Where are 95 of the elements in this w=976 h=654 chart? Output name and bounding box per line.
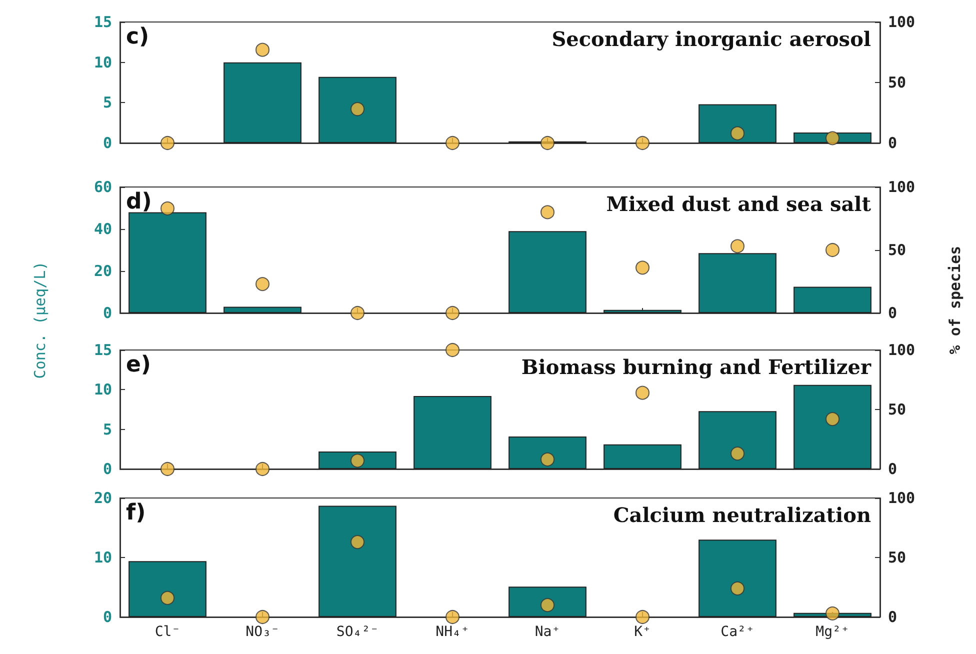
bar	[698, 540, 776, 617]
point	[540, 205, 554, 220]
bar	[128, 212, 206, 313]
bar	[318, 506, 396, 617]
point	[446, 343, 460, 357]
x-tick-label: NH₄⁺	[436, 624, 470, 640]
point	[826, 606, 840, 620]
bar	[794, 286, 872, 313]
point	[826, 131, 840, 146]
bar	[224, 62, 302, 143]
y2-tick-label: 100	[888, 13, 916, 31]
x-tick-label: K⁺	[634, 624, 651, 640]
chart-title: Secondary inorganic aerosol	[552, 27, 872, 51]
point	[826, 243, 840, 257]
point	[730, 239, 744, 254]
annotation: d)	[126, 190, 152, 214]
point	[160, 590, 174, 605]
point	[636, 386, 650, 400]
bar	[414, 396, 492, 469]
point	[636, 260, 650, 275]
point	[730, 581, 744, 596]
point	[540, 598, 554, 612]
bar	[794, 384, 872, 469]
y-tick-label: 0	[102, 608, 112, 626]
point	[160, 136, 174, 150]
y2-tick-label: 100	[888, 341, 916, 359]
x-tick-label: NO₃⁻	[246, 624, 280, 640]
point	[826, 412, 840, 426]
point	[446, 610, 460, 624]
y2-axis-title: % of species	[946, 246, 964, 354]
point	[160, 201, 174, 216]
point	[350, 102, 364, 116]
y-tick-label: 5	[102, 420, 112, 438]
y2-tick-label: 0	[888, 460, 898, 478]
bar	[698, 104, 776, 143]
y-tick-label: 0	[102, 304, 112, 322]
y-tick-label: 20	[94, 489, 112, 507]
x-tick-label: SO₄²⁻	[336, 624, 379, 640]
y-tick-label: 10	[94, 548, 112, 566]
x-tick-label: Ca²⁺	[720, 624, 754, 640]
point	[636, 610, 650, 624]
y2-tick-label: 0	[888, 304, 898, 322]
y2-tick-label: 100	[888, 178, 916, 196]
point	[350, 535, 364, 550]
point	[256, 277, 270, 292]
y2-tick-label: 50	[888, 74, 906, 92]
chart-title: Mixed dust and sea salt	[606, 192, 872, 216]
y2-tick-label: 50	[888, 548, 906, 566]
point	[730, 446, 744, 461]
bar	[508, 586, 586, 617]
annotation: e)	[126, 352, 151, 378]
bar	[604, 444, 682, 469]
point	[636, 136, 650, 150]
y-axis-title: Conc. (μeq/L)	[31, 261, 49, 379]
chart-title: Biomass burning and Fertilizer	[521, 355, 872, 379]
point	[350, 306, 364, 320]
y-tick-label: 10	[94, 53, 112, 72]
y-tick-label: 60	[94, 178, 112, 196]
point	[446, 136, 460, 150]
y-tick-label: 0	[102, 460, 112, 478]
y-tick-label: 5	[102, 94, 112, 112]
annotation: f)	[126, 500, 146, 526]
y2-tick-label: 50	[888, 241, 906, 259]
bar	[698, 411, 776, 469]
x-tick-label: Mg²⁺	[816, 624, 850, 640]
chart-title: Calcium neutralization	[613, 503, 872, 527]
bar	[698, 253, 776, 313]
y2-tick-label: 100	[888, 489, 916, 507]
point	[160, 462, 174, 476]
bar	[508, 436, 586, 469]
point	[256, 610, 270, 624]
bar	[128, 561, 206, 617]
y-tick-label: 40	[94, 220, 112, 238]
x-tick-label: Na⁺	[534, 624, 560, 640]
point	[256, 42, 270, 57]
y-tick-label: 15	[94, 13, 112, 31]
y2-tick-label: 0	[888, 134, 898, 152]
point	[350, 454, 364, 468]
y-tick-label: 10	[94, 380, 112, 399]
point	[540, 452, 554, 466]
x-tick-label: Cl⁻	[154, 624, 180, 640]
bar	[318, 76, 396, 143]
point	[256, 462, 270, 476]
y-tick-label: 0	[102, 134, 112, 152]
bar	[224, 306, 302, 313]
bar	[508, 231, 586, 313]
point	[540, 136, 554, 150]
bar	[604, 310, 682, 313]
point	[446, 306, 460, 320]
y-tick-label: 20	[94, 262, 112, 280]
y2-tick-label: 0	[888, 608, 898, 626]
y2-tick-label: 50	[888, 400, 906, 418]
y-tick-label: 15	[94, 341, 112, 359]
annotation: c)	[126, 24, 150, 50]
point	[730, 126, 744, 140]
